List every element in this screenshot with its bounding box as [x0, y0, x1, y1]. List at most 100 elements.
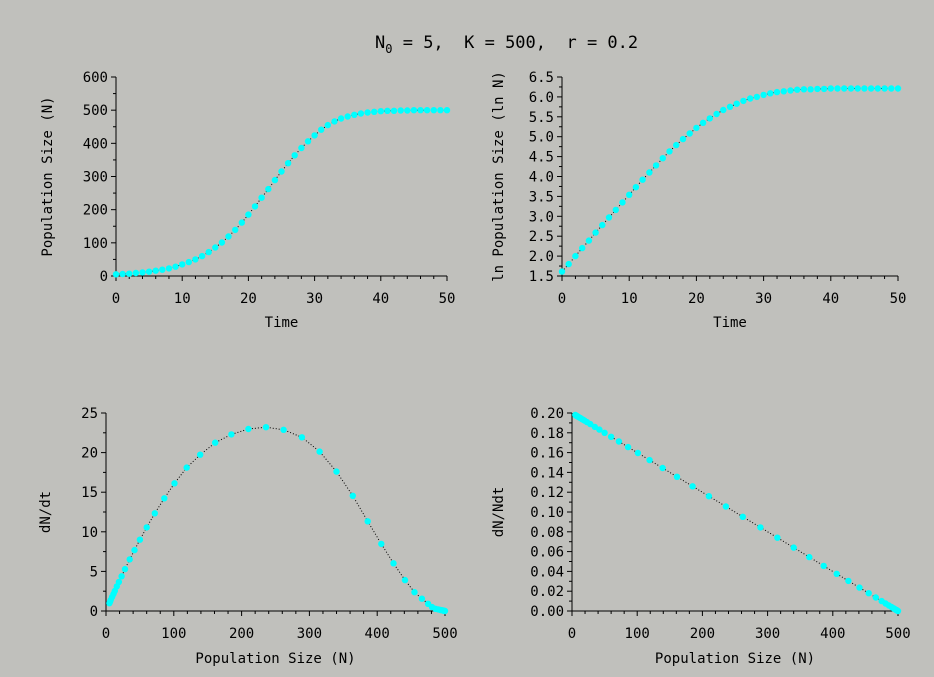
data-point: [118, 573, 125, 580]
data-point: [673, 141, 680, 149]
data-point: [121, 565, 129, 573]
y-tick-label: 0: [100, 269, 108, 285]
data-point: [841, 85, 848, 92]
data-point: [331, 118, 338, 125]
data-point: [596, 426, 603, 433]
chart-growth-rate-vs-population: 0 5 10 15 20 25 0 100 200 300 400 500 Population Siz…: [38, 406, 458, 667]
x-tick-label: 10: [621, 291, 638, 307]
data-point: [238, 219, 245, 226]
data-point: [349, 492, 356, 499]
x-tick-label: 0: [558, 291, 566, 307]
data-point: [790, 544, 797, 551]
x-tick-label: 30: [755, 291, 772, 307]
data-point: [437, 107, 444, 114]
data-point: [572, 252, 579, 260]
data-point: [713, 110, 720, 118]
x-tick-label: 100: [625, 626, 650, 642]
data-point: [171, 480, 178, 487]
data-point: [894, 85, 902, 92]
data-point: [371, 108, 378, 116]
data-point: [699, 119, 707, 127]
data-point: [767, 90, 774, 97]
data-point: [126, 556, 133, 563]
data-point: [615, 438, 623, 445]
y-tick-label: 0.20: [530, 406, 564, 422]
y-axis-label: ln Population Size (ln N): [491, 71, 507, 282]
data-point: [143, 524, 150, 531]
data-point: [280, 426, 287, 433]
data-point: [179, 261, 186, 268]
data-point: [311, 132, 318, 139]
data-point: [197, 451, 204, 458]
data-point: [115, 578, 123, 586]
data-point: [760, 91, 767, 99]
data-point: [212, 439, 219, 446]
data-point: [845, 577, 852, 585]
data-point: [619, 199, 626, 206]
data-point: [558, 268, 566, 275]
y-tick-label: 0.08: [530, 525, 564, 541]
x-tick-label: 500: [432, 626, 457, 642]
data-point: [298, 434, 306, 441]
data-point: [205, 248, 212, 256]
x-tick-label: 500: [885, 626, 910, 642]
x-tick-label: 100: [161, 626, 186, 642]
y-tick-label: 10: [81, 525, 98, 541]
x-tick-label: 30: [306, 291, 323, 307]
data-point: [659, 155, 666, 162]
data-point: [324, 121, 331, 129]
data-point: [632, 184, 640, 191]
series-line: [108, 426, 446, 612]
data-point: [384, 107, 391, 115]
x-axis-label: Time: [713, 315, 747, 331]
y-tick-label: 0.18: [530, 426, 564, 442]
data-point: [258, 194, 265, 201]
data-point: [198, 252, 206, 260]
data-point: [126, 270, 133, 277]
x-tick-label: 400: [365, 626, 390, 642]
data-point: [607, 433, 615, 440]
y-tick-label: 200: [83, 203, 108, 219]
data-point: [757, 524, 764, 531]
data-point: [357, 110, 365, 117]
data-point: [774, 534, 781, 541]
x-tick-label: 300: [297, 626, 322, 642]
y-tick-label: 500: [83, 103, 108, 119]
data-point: [228, 431, 235, 438]
data-point: [390, 560, 397, 567]
y-tick-label: 3.0: [529, 209, 554, 225]
data-point: [271, 176, 279, 184]
data-point: [245, 425, 252, 433]
data-point: [316, 448, 323, 455]
data-point: [411, 589, 418, 596]
data-point: [894, 607, 902, 615]
y-tick-label: 2.0: [529, 249, 554, 265]
data-point: [686, 130, 693, 137]
y-tick-label: 1.5: [529, 269, 554, 285]
data-point: [888, 85, 895, 92]
data-point: [410, 107, 418, 114]
y-tick-label: 20: [81, 446, 98, 462]
data-point: [861, 85, 868, 92]
y-tick-label: 6.5: [529, 70, 554, 86]
data-point: [722, 503, 730, 510]
data-point: [119, 270, 126, 278]
chart-ln-population-vs-time: 1.5 2.0 2.5 3.0 3.5 4.0 4.5 5.0 5.5 6.0 6.5 0 10 20 30…: [491, 70, 906, 331]
data-point: [605, 214, 613, 221]
data-point: [854, 85, 861, 92]
data-point: [599, 221, 606, 229]
data-point: [337, 115, 345, 122]
data-point: [639, 176, 646, 183]
figure-title: N0 = 5, K = 500, r = 0.2: [375, 33, 638, 56]
y-tick-label: 0.06: [530, 545, 564, 561]
data-point: [183, 464, 190, 471]
data-point: [298, 144, 305, 152]
y-axis-label: Population Size (N): [40, 96, 56, 256]
data-point: [401, 576, 409, 584]
y-tick-label: 25: [81, 406, 98, 422]
data-point: [318, 126, 325, 133]
data-point: [872, 594, 879, 601]
data-point: [740, 97, 747, 105]
x-tick-label: 400: [820, 626, 845, 642]
